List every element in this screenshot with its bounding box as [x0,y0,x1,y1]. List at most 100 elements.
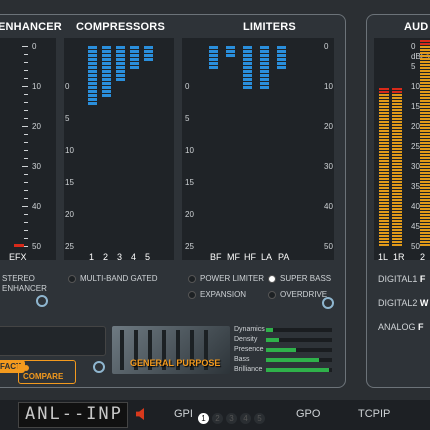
option-overdrive[interactable]: OVERDRIVE [268,290,327,299]
channel-label: MF [227,252,240,262]
meter-segment [88,62,97,65]
meter-segment [88,90,97,93]
audio-meter-segment [420,169,430,171]
audio-meter-segment [392,199,402,201]
meter-segment [243,62,252,65]
meter-segment [130,62,139,65]
audio-meter-segment [392,202,402,204]
param-label: Brilliance [234,366,263,373]
scale-label: 25 [411,142,420,151]
option-power-limiter[interactable]: POWER LIMITER [188,274,264,283]
efx-meter-bar [14,244,24,247]
audio-meter-segment [420,49,430,51]
param-track [266,328,332,332]
meter-segment [130,66,139,69]
audio-meter-segment [379,217,389,219]
audio-meter-segment [392,94,402,96]
audio-meter-segment [379,151,389,153]
lcd-display: ANL--INP [18,402,128,428]
fader-strip-6 [190,330,194,370]
audio-meter-segment [392,211,402,213]
scale-label: 40 [324,202,333,211]
limiters-settings-gear-icon[interactable] [322,297,334,309]
meter-segment [88,66,97,69]
alarm-speaker-icon[interactable] [136,408,144,420]
audio-meter-segment [379,172,389,174]
compare-radio-icon [23,364,29,371]
meter-segment [226,50,235,53]
channel-label: PA [278,252,290,262]
audio-meter-segment [420,214,430,216]
overdrive-radio-icon[interactable] [268,290,276,299]
scale-label: 45 [411,222,420,231]
audio-meter-segment [420,130,430,132]
scale-tick [24,230,28,231]
meter-segment [116,70,125,73]
enhancer-settings-gear-icon[interactable] [36,295,48,307]
scale-label: 40 [32,202,41,211]
audio-meter-segment [392,235,402,237]
compare-button[interactable]: COMPARE [18,360,76,384]
preset-settings-gear-icon[interactable] [93,361,105,373]
audio-meter-segment [392,232,402,234]
scale-tick [24,62,28,63]
scale-tick [24,54,28,55]
option-super-bass[interactable]: SUPER BASS [268,274,331,283]
audio-meter-segment [420,76,430,78]
param-label: Density [234,336,258,343]
scale-label: 50 [411,242,420,251]
audio-meter-segment [420,175,430,177]
audio-meter-segment [420,79,430,81]
meter-segment [102,50,111,53]
audio-meter-segment [420,85,430,87]
channel-label: LA [261,252,273,262]
enhancer-title: ENHANCER [0,21,62,33]
audio-meter-segment [420,154,430,156]
audio-meter-segment [392,130,402,132]
scale-tick [22,46,28,47]
audio-meter-segment [379,118,389,120]
scale-tick [22,166,28,167]
audio-meter-segment [420,112,430,114]
audio-meter-segment [379,115,389,117]
limiters-title: LIMITERS [243,21,296,33]
meter-segment [116,78,125,81]
scale-tick [24,70,28,71]
audio-meter-segment [379,235,389,237]
audio-meter-segment [392,169,402,171]
audio-meter-segment [392,172,402,174]
meter-segment [243,82,252,85]
channel-label: BF [210,252,222,262]
meter-segment [277,46,286,49]
preset-image[interactable]: GENERAL PURPOSE [112,326,230,374]
expansion-radio-icon[interactable] [188,290,196,299]
meter-segment [102,90,111,93]
audio-meter-segment [379,139,389,141]
limiters-scale-right: 0 10 20 30 40 50 [324,42,338,251]
audio-meter-segment [420,223,430,225]
channel-label: 5 [145,252,151,262]
param-level-bar [266,358,319,362]
audio-meter-segment [420,160,430,162]
audio-meter-segment [420,115,430,117]
meter-segment [116,46,125,49]
audio-meter-segment [379,160,389,162]
audio-row-analog: ANALOG F [378,322,424,332]
audio-meter-segment [379,127,389,129]
preset-input-field[interactable] [0,326,106,356]
audio-meter-segment [420,148,430,150]
power-limiter-radio-icon[interactable] [188,274,196,283]
audio-meter-segment [392,166,402,168]
audio-meter-segment [379,196,389,198]
audio-meter-segment [392,220,402,222]
meter-segment [88,86,97,89]
audio-meter-segment [392,139,402,141]
scale-label: 30 [324,162,333,171]
scale-tick [22,246,28,247]
enhancer-scale: 0 10 20 30 40 50 [32,42,46,251]
super-bass-radio-icon[interactable] [268,274,276,283]
compressors-mode-radio-icon[interactable] [68,274,76,283]
scale-label: 0 [65,82,70,91]
scale-label: 0 [411,42,416,51]
option-expansion[interactable]: EXPANSION [188,290,246,299]
